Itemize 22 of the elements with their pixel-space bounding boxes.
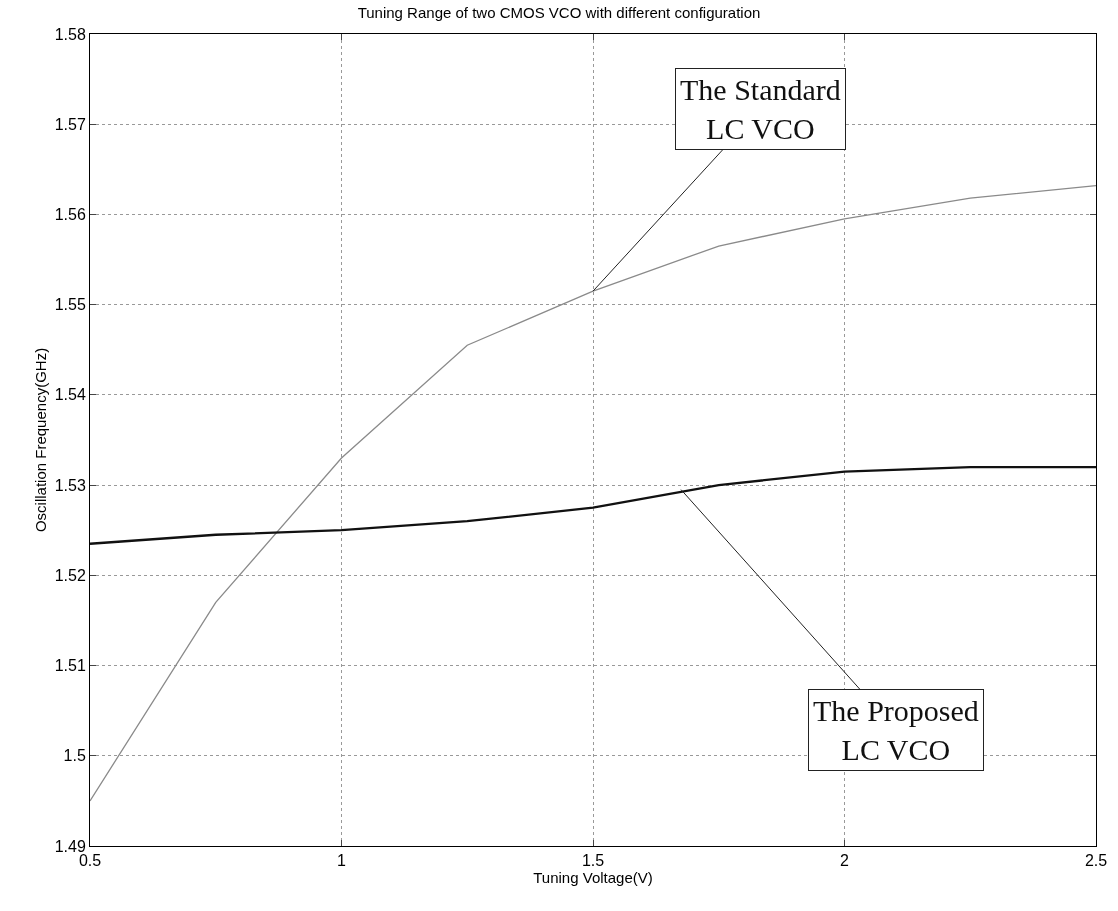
y-tick-label: 1.53 — [54, 476, 86, 494]
line-series — [90, 184, 1096, 802]
x-tick-label: 2.5 — [1084, 852, 1108, 870]
y-tick-label: 1.5 — [63, 747, 86, 765]
y-tick-label: 1.51 — [54, 657, 86, 675]
x-tick-label: 1.5 — [581, 852, 605, 870]
y-tick-label: 1.56 — [54, 206, 86, 224]
y-tick-label: 1.52 — [54, 566, 86, 584]
annotation: The Proposed LC VCO — [813, 694, 979, 766]
x-axis-title: Tuning Voltage(V) — [533, 869, 653, 887]
x-tick-label: 2 — [840, 852, 850, 870]
y-tick-label: 1.49 — [54, 837, 86, 855]
y-tick-label: 1.58 — [54, 25, 86, 43]
y-axis-title: Oscillation Frequency(GHz) — [31, 347, 49, 533]
x-tick-label: 1 — [337, 852, 347, 870]
x-tick-label: 0.5 — [78, 852, 102, 870]
y-tick-label: 1.55 — [54, 296, 86, 314]
y-tick-label: 1.54 — [54, 386, 86, 404]
y-tick-label: 1.57 — [54, 115, 86, 133]
line-series — [90, 465, 1096, 545]
annotation: The Standard LC VCO — [680, 73, 841, 145]
chart-title: Tuning Range of two CMOS VCO with different configuration — [357, 3, 761, 21]
